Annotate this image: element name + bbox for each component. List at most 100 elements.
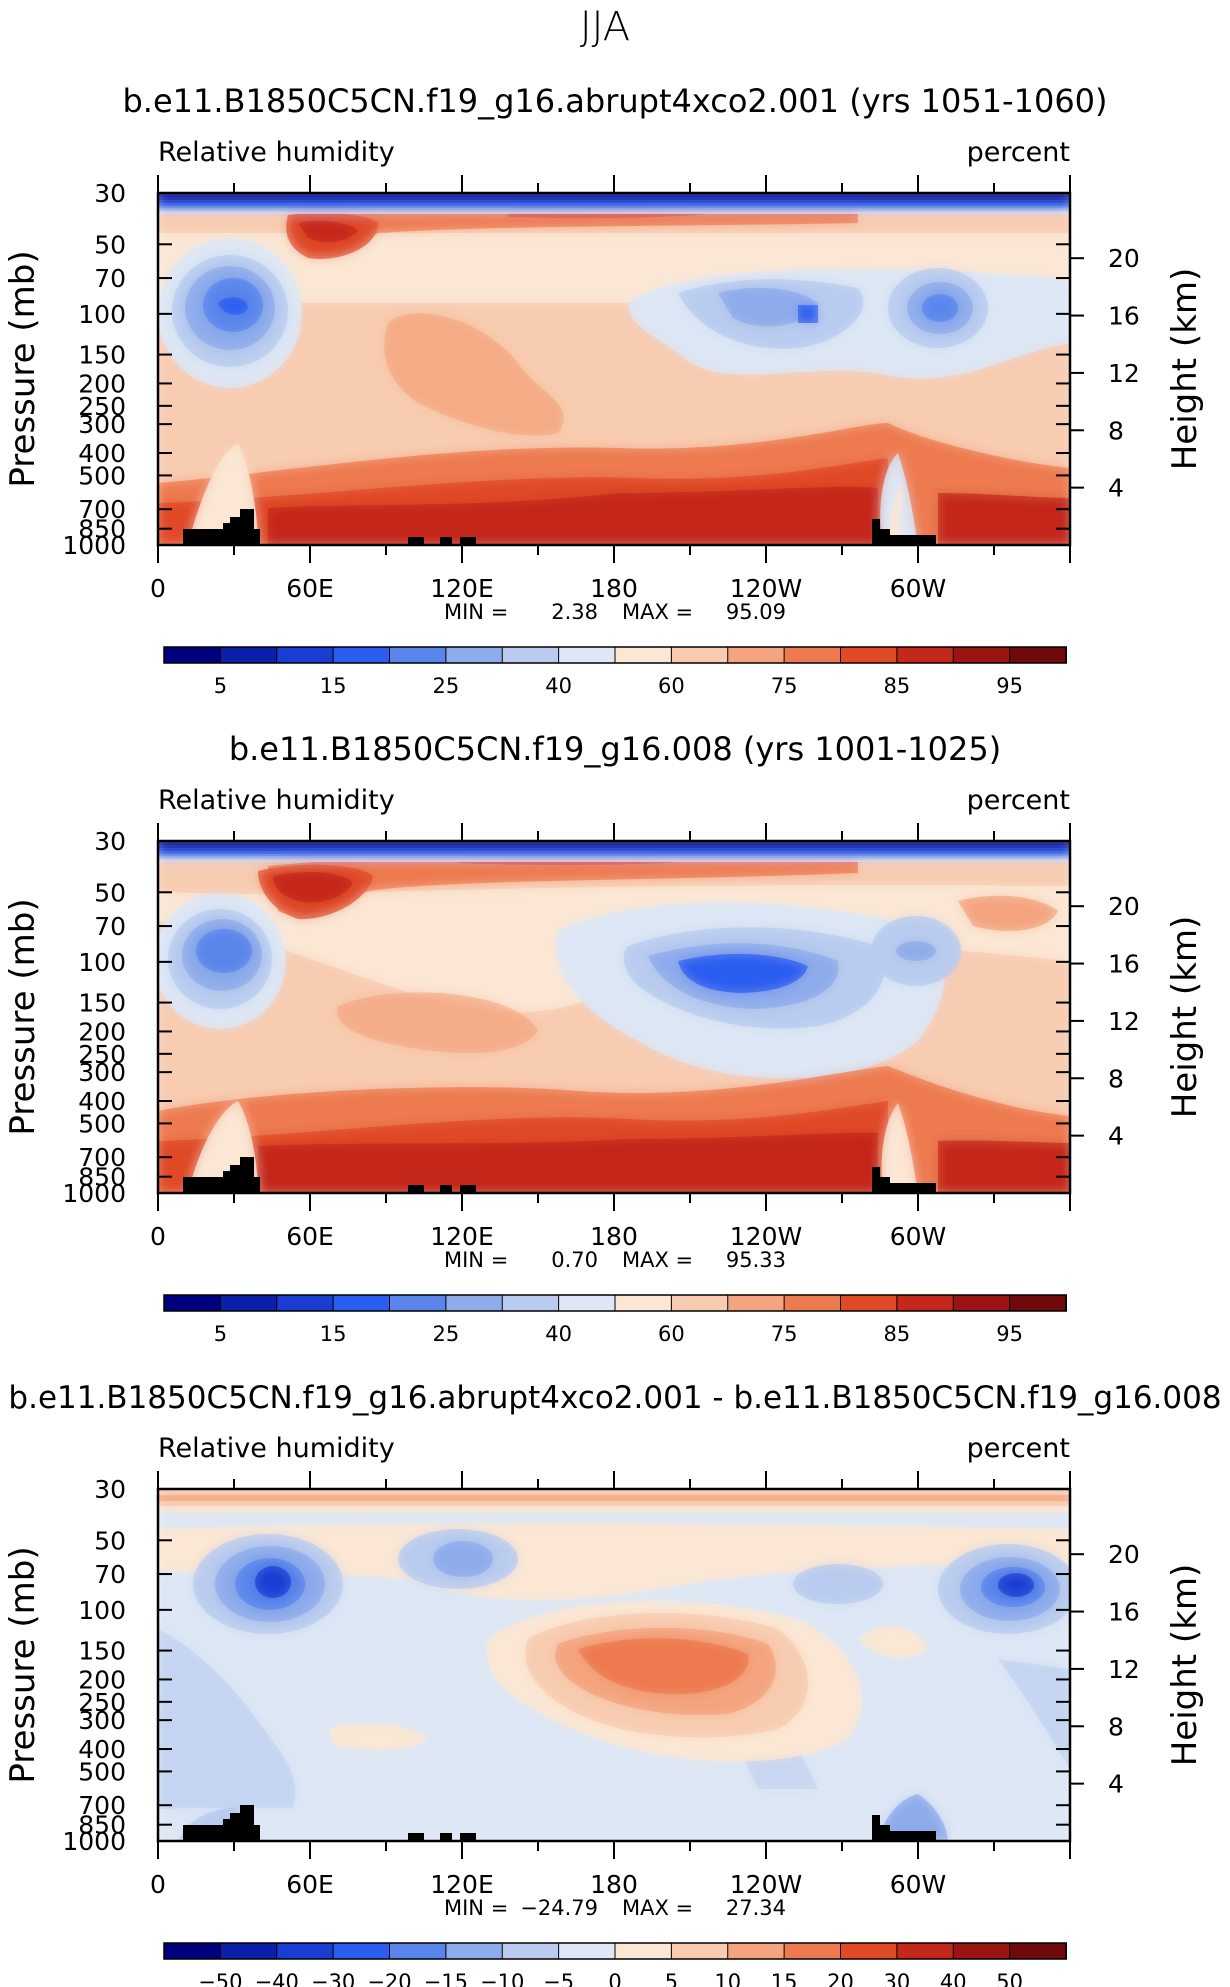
colorbar-swatch [727, 646, 786, 664]
colorbar-label: −20 [367, 1970, 411, 1987]
colorbar-swatch [614, 1942, 673, 1960]
colorbar-label: −50 [198, 1970, 242, 1987]
max-label: MAX = [622, 600, 693, 624]
colorbar-swatch [952, 646, 1011, 664]
colorbar-label: 15 [320, 674, 347, 698]
x-tick-label: 60W [890, 1870, 947, 1899]
colorbar-label: −40 [255, 1970, 299, 1987]
colorbar-label: 60 [658, 674, 685, 698]
y-tick-label: 100 [78, 1596, 126, 1625]
units-label: percent [967, 785, 1070, 816]
y2-axis-title: Height (km) [1165, 268, 1205, 471]
y-tick-label: 1000 [62, 531, 126, 560]
y-tick-label: 300 [78, 1058, 126, 1087]
colorbar-swatch [952, 1294, 1011, 1312]
panel-1: b.e11.B1850C5CN.f19_g16.abrupt4xco2.001 … [3, 82, 1205, 698]
y-tick-label: 300 [78, 410, 126, 439]
colorbar-label: −5 [543, 1970, 574, 1987]
y2-tick-label: 8 [1108, 1064, 1124, 1093]
colorbar: 5 15 25 40 60 75 85 95 [163, 646, 1067, 698]
y-tick-label: 850 [78, 1163, 126, 1192]
colorbar-swatch [670, 646, 729, 664]
colorbar-swatch [332, 1294, 391, 1312]
colorbar-label: −30 [311, 1970, 355, 1987]
colorbar-swatch [1009, 1294, 1067, 1312]
y-tick-label: 700 [78, 495, 126, 524]
y-tick-label: 50 [94, 1526, 126, 1555]
colorbar-swatch [727, 1942, 786, 1960]
x-tick-label: 60W [890, 574, 947, 603]
max-label: MAX = [622, 1248, 693, 1272]
y-tick-label: 1000 [62, 1827, 126, 1856]
x-tick-label: 180 [590, 1222, 638, 1251]
colorbar-swatch [332, 1942, 391, 1960]
colorbar-swatch [670, 1942, 729, 1960]
x-tick-label: 60E [286, 1222, 334, 1251]
colorbar-swatch [163, 646, 222, 664]
x-tick-label: 120W [730, 574, 802, 603]
y2-tick-label: 12 [1108, 359, 1140, 388]
colorbar-label: 30 [884, 1970, 911, 1987]
y2-tick-label: 20 [1108, 892, 1140, 921]
y2-tick-label: 16 [1108, 1598, 1140, 1627]
colorbar-label: 5 [214, 674, 227, 698]
y-tick-label: 30 [94, 179, 126, 208]
y-tick-label: 200 [78, 1665, 126, 1694]
max-label: MAX = [622, 1896, 693, 1920]
colorbar-swatch [783, 1942, 842, 1960]
colorbar-swatch [952, 1942, 1011, 1960]
y-tick-label: 200 [78, 369, 126, 398]
colorbar-label: 95 [996, 1322, 1023, 1346]
colorbar-swatch [783, 1294, 842, 1312]
colorbar-swatch [783, 646, 842, 664]
colorbar-label: 20 [827, 1970, 854, 1987]
colorbar-swatch [896, 1942, 955, 1960]
x-tick-label: 60W [890, 1222, 947, 1251]
colorbar-label: 85 [884, 674, 911, 698]
colorbar-label: 10 [714, 1970, 741, 1987]
colorbar-label: 75 [771, 1322, 798, 1346]
y-tick-label: 400 [78, 1087, 126, 1116]
colorbar: −50 −40 −30 −20 −15 −10 −5 0 5 10 15 20 30 40 50 [163, 1942, 1067, 1987]
y-tick-label: 250 [78, 1040, 126, 1069]
panel-title: b.e11.B1850C5CN.f19_g16.008 (yrs 1001-10… [229, 730, 1001, 768]
colorbar-label: 50 [996, 1970, 1023, 1987]
colorbar-label: 25 [433, 1322, 460, 1346]
min-label: MIN = [444, 1896, 508, 1920]
units-label: percent [967, 137, 1070, 168]
y2-tick-label: 8 [1108, 1712, 1124, 1741]
contour-field [158, 193, 1070, 545]
y-tick-label: 150 [78, 1637, 126, 1666]
colorbar-swatch [896, 1294, 955, 1312]
colorbar-swatch [163, 1942, 222, 1960]
variable-label: Relative humidity [158, 137, 395, 168]
min-label: MIN = [444, 600, 508, 624]
y-tick-label: 1000 [62, 1179, 126, 1208]
figure-title: JJA [580, 4, 630, 50]
colorbar-label: 85 [884, 1322, 911, 1346]
x-tick-label: 120E [430, 1222, 494, 1251]
x-tick-label: 120E [430, 1870, 494, 1899]
colorbar-swatch [276, 1294, 335, 1312]
y-axis-title: Pressure (mb) [3, 250, 43, 487]
y2-tick-label: 4 [1108, 1770, 1124, 1799]
colorbar-swatch [614, 646, 673, 664]
colorbar-swatch [445, 1294, 504, 1312]
colorbar-swatch [219, 1294, 278, 1312]
colorbar-label: 5 [665, 1970, 678, 1987]
colorbar-label: 75 [771, 674, 798, 698]
y-axis-title: Pressure (mb) [3, 1546, 43, 1783]
variable-label: Relative humidity [158, 1433, 395, 1464]
y2-axis-title: Height (km) [1165, 916, 1205, 1119]
y-tick-label: 500 [78, 461, 126, 490]
colorbar-label: −10 [480, 1970, 524, 1987]
y-tick-label: 500 [78, 1757, 126, 1786]
colorbar-swatch [501, 1942, 560, 1960]
colorbar-swatch [558, 646, 616, 664]
panel-title: b.e11.B1850C5CN.f19_g16.abrupt4xco2.001 … [122, 82, 1107, 120]
y-tick-label: 70 [94, 1560, 126, 1589]
y-tick-label: 400 [78, 1735, 126, 1764]
y-tick-label: 150 [78, 341, 126, 370]
colorbar-swatch [896, 646, 955, 664]
